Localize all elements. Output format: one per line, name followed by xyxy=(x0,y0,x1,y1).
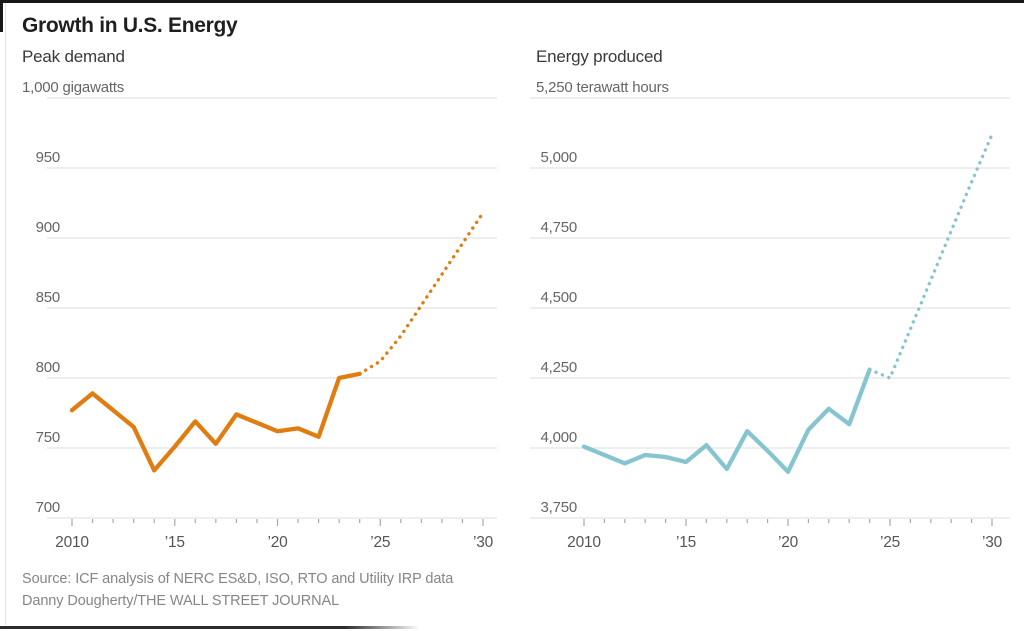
energy-produced-x-axis-label: ’25 xyxy=(880,534,900,551)
energy-produced-y-axis-label: 5,000 xyxy=(540,149,577,166)
source-line: Source: ICF analysis of NERC ES&D, ISO, … xyxy=(22,571,454,587)
energy-produced-y-axis-label: 4,250 xyxy=(540,359,577,376)
page-title: Growth in U.S. Energy xyxy=(22,14,238,37)
energy-produced-y-axis-label: 5,250 terawatt hours xyxy=(536,79,669,96)
peak-demand-projected-line xyxy=(358,211,485,376)
peak-demand-x-axis-label: ’20 xyxy=(267,534,288,551)
energy-produced-x-axis-label: ’15 xyxy=(676,534,696,551)
peak-demand-y-axis-label: 800 xyxy=(36,359,60,376)
peak-demand-x-axis-label: ’25 xyxy=(370,534,390,551)
energy-produced-y-axis-label: 4,750 xyxy=(540,219,577,236)
peak-demand-y-axis-label: 700 xyxy=(36,499,60,516)
peak-demand-x-axis-label: 2010 xyxy=(55,534,89,551)
peak-demand-x-axis-label: ’15 xyxy=(165,534,185,551)
energy-produced-x-axis-label: ’30 xyxy=(982,534,1003,551)
energy-produced-y-axis-label: 3,750 xyxy=(540,499,577,516)
credit-line: Danny Dougherty/THE WALL STREET JOURNAL xyxy=(22,593,340,609)
energy-produced-x-axis-label: ’20 xyxy=(778,534,799,551)
bottom-border xyxy=(0,626,420,629)
left-border xyxy=(0,0,3,32)
peak-demand-y-axis-label: 1,000 gigawatts xyxy=(22,79,124,96)
energy-produced-x-axis-label: 2010 xyxy=(567,534,601,551)
peak-demand-y-axis-label: 950 xyxy=(36,149,60,166)
energy-produced-y-axis-label: 4,000 xyxy=(540,429,577,446)
peak-demand-subtitle: Peak demand xyxy=(22,47,125,66)
energy-produced-subtitle: Energy produced xyxy=(536,47,663,66)
peak-demand-y-axis-label: 750 xyxy=(36,429,60,446)
energy-produced-y-axis-label: 4,500 xyxy=(540,289,577,306)
left-hairline xyxy=(5,3,6,625)
peak-demand-y-axis-label: 850 xyxy=(36,289,60,306)
energy-produced-historical-line xyxy=(581,367,872,474)
peak-demand-x-axis-label: ’30 xyxy=(473,534,494,551)
peak-demand-y-axis-label: 900 xyxy=(36,219,60,236)
energy-produced-projected-line xyxy=(867,132,994,380)
source-block: Source: ICF analysis of NERC ES&D, ISO, … xyxy=(22,568,453,612)
top-border xyxy=(0,0,1024,3)
peak-demand-historical-line xyxy=(69,371,362,473)
